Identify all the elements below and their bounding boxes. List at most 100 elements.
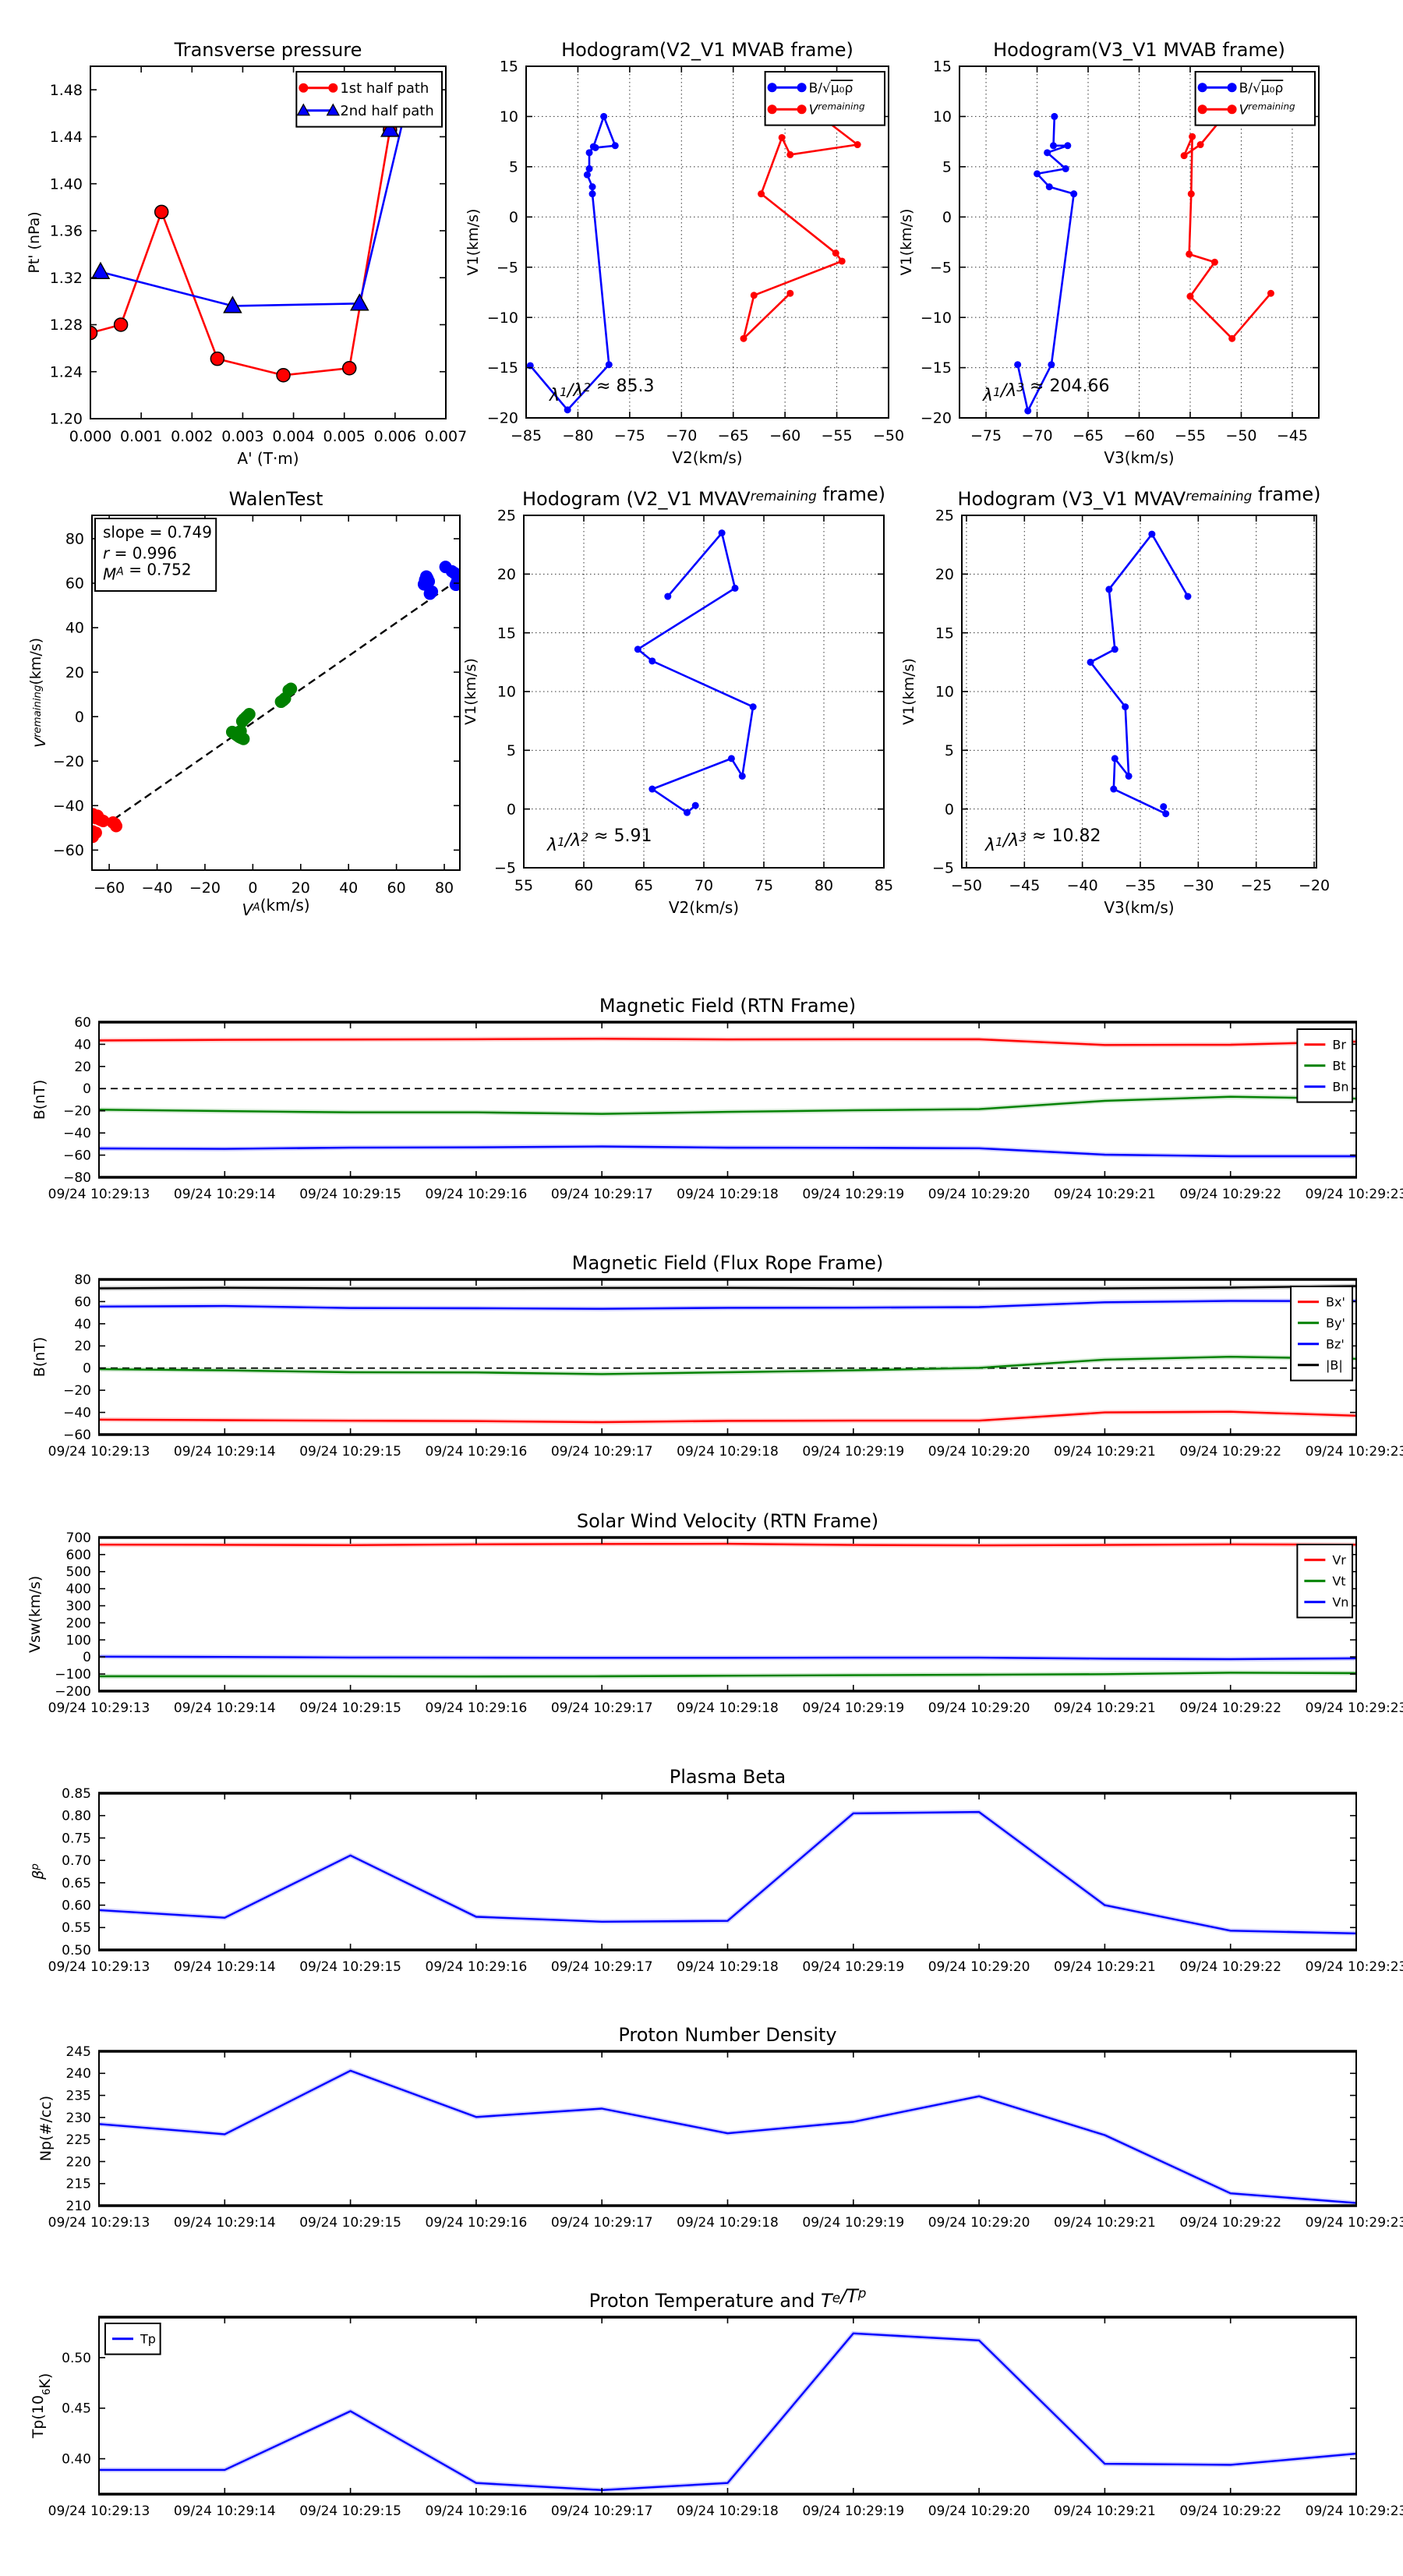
text-span: = 0.752: [124, 560, 192, 579]
x-tick-label: 09/24 10:29:20: [928, 1700, 1030, 1716]
legend-label: Br: [1332, 1037, 1346, 1052]
y-tick-label: 1.40: [50, 175, 83, 193]
text-span: remaining: [818, 101, 865, 111]
y-tick-label: 245: [66, 2044, 91, 2060]
y-tick-label: 0.50: [62, 2351, 91, 2366]
data-point: [1070, 190, 1078, 198]
data-point: [1125, 772, 1133, 780]
data-point: [585, 165, 593, 172]
series-group: [99, 2330, 1356, 2493]
text-span: WalenTest: [229, 488, 323, 510]
data-point: [113, 317, 129, 332]
x-tick-label: 09/24 10:29:14: [174, 1444, 276, 1460]
x-tick-label: 0.002: [171, 428, 213, 445]
y-tick-label: −15: [487, 359, 518, 377]
chart-title: Proton Temperature and Te/Tp: [589, 2285, 867, 2312]
y-axis-label: B(nT): [31, 1080, 48, 1120]
legend-label: 1st half path: [340, 80, 429, 97]
text-span: ≈ 85.3: [591, 377, 654, 396]
y-tick-label: −20: [53, 753, 84, 770]
text-span: λ: [546, 836, 557, 855]
x-tick-label: 09/24 10:29:13: [48, 1700, 150, 1716]
rich-span: remaining: [1248, 101, 1295, 111]
text-span: V: [32, 736, 49, 748]
text-span: B/√: [809, 80, 831, 96]
x-tick-label: 09/24 10:29:16: [426, 1959, 528, 1975]
rich-span: μ₀ρ: [1261, 80, 1283, 96]
legend-label: Vt: [1332, 1573, 1345, 1588]
series-group: [526, 111, 861, 414]
y-tick-label: 0.45: [62, 2401, 91, 2417]
y-tick-label: 20: [74, 1339, 91, 1354]
legend-marker: [797, 83, 807, 93]
chart-title: Solar Wind Velocity (RTN Frame): [577, 1510, 878, 1532]
text-span: p: [30, 1863, 41, 1870]
x-tick-label: 09/24 10:29:16: [426, 2503, 528, 2519]
data-point: [758, 190, 765, 198]
data-point: [92, 830, 99, 844]
data-point: [341, 360, 357, 376]
x-tick-label: 80: [435, 879, 454, 897]
x-tick-label: 85: [875, 877, 893, 894]
data-point: [749, 703, 757, 711]
text-span: Proton Temperature and: [589, 2290, 821, 2312]
x-tick-label: 09/24 10:29:16: [426, 1444, 528, 1460]
x-tick-label: 09/24 10:29:14: [174, 2215, 276, 2231]
chart-tp: 09/24 10:29:13 09/24 10:29:14 09/24 10:29:…: [30, 2285, 1403, 2519]
data-point: [242, 708, 256, 721]
annotation-line: λ1/λ2 ≈ 5.91: [546, 826, 652, 855]
data-point: [1148, 530, 1156, 538]
rich-span: 2: [581, 830, 588, 844]
y-tick-label: 100: [66, 1633, 91, 1648]
y-tick-label: 20: [935, 566, 954, 583]
x-tick-label: 09/24 10:29:23: [1306, 1700, 1403, 1716]
rich-span: A: [252, 901, 260, 914]
y-axis-label: V1(km/s): [465, 209, 482, 276]
y-tick-label: 5: [945, 742, 954, 759]
data-point: [588, 190, 596, 198]
y-tick-label: 10: [935, 684, 954, 701]
chart-hodo5: 55 60 65 70 75 80 85 −5 0 5 10 15 20 25 Hodogram (V2_V…: [462, 483, 893, 917]
x-tick-label: 09/24 10:29:20: [928, 1959, 1030, 1975]
x-tick-label: 09/24 10:29:21: [1054, 1700, 1156, 1716]
legend-label: Bx': [1326, 1294, 1345, 1309]
chart-title: Hodogram (V2_V1 MVAVremaining frame): [522, 483, 885, 510]
legend: B/√μ₀ρ Vremaining: [1194, 71, 1316, 126]
data-point: [740, 334, 747, 342]
data-point: [1186, 292, 1194, 300]
x-tick-label: 09/24 10:29:19: [802, 2503, 904, 2519]
y-tick-label: 0: [83, 1361, 91, 1377]
data-point-triangle: [223, 295, 242, 313]
text-span: Hodogram(V2_V1 MVAB frame): [561, 39, 853, 61]
text-span: Bt: [1332, 1058, 1345, 1073]
series-group: [99, 1036, 1356, 1159]
legend-label: Tp: [140, 2331, 156, 2346]
rich-span: βp: [30, 1863, 47, 1881]
data-point: [664, 593, 672, 600]
y-tick-label: 235: [66, 2089, 91, 2104]
y-tick-label: 10: [500, 108, 518, 126]
series-beta-p: [99, 1810, 1356, 1934]
text-span: V: [1239, 102, 1249, 118]
x-tick-label: 09/24 10:29:19: [802, 1700, 904, 1716]
text-span: /λ: [999, 381, 1016, 401]
y-tick-label: 15: [933, 58, 952, 76]
text-span: B/√: [1239, 80, 1261, 96]
x-tick-label: 09/24 10:29:20: [928, 1187, 1030, 1202]
x-tick-label: −45: [1277, 427, 1308, 444]
rich-span: λ1/λ3: [982, 380, 1024, 405]
x-tick-label: 09/24 10:29:20: [928, 1444, 1030, 1460]
y-tick-label: 1.20: [50, 411, 83, 428]
legend-marker: [1197, 83, 1207, 93]
y-tick-label: −200: [55, 1684, 91, 1700]
series-group: [99, 2068, 1356, 2206]
text-span: A' (T·m): [237, 449, 299, 468]
x-tick-label: 65: [634, 877, 653, 894]
rich-span: 3: [1019, 830, 1027, 844]
rich-span: remaining: [751, 488, 817, 504]
chart-hodo3: −75 −70 −65 −60 −55 −50 −45−20−15−10−5051015Ho…: [898, 39, 1320, 467]
text-span: 1: [995, 835, 1003, 849]
legend-marker: [1227, 104, 1237, 115]
x-tick-label: 09/24 10:29:17: [551, 2503, 653, 2519]
x-tick-label: −50: [1225, 427, 1256, 444]
